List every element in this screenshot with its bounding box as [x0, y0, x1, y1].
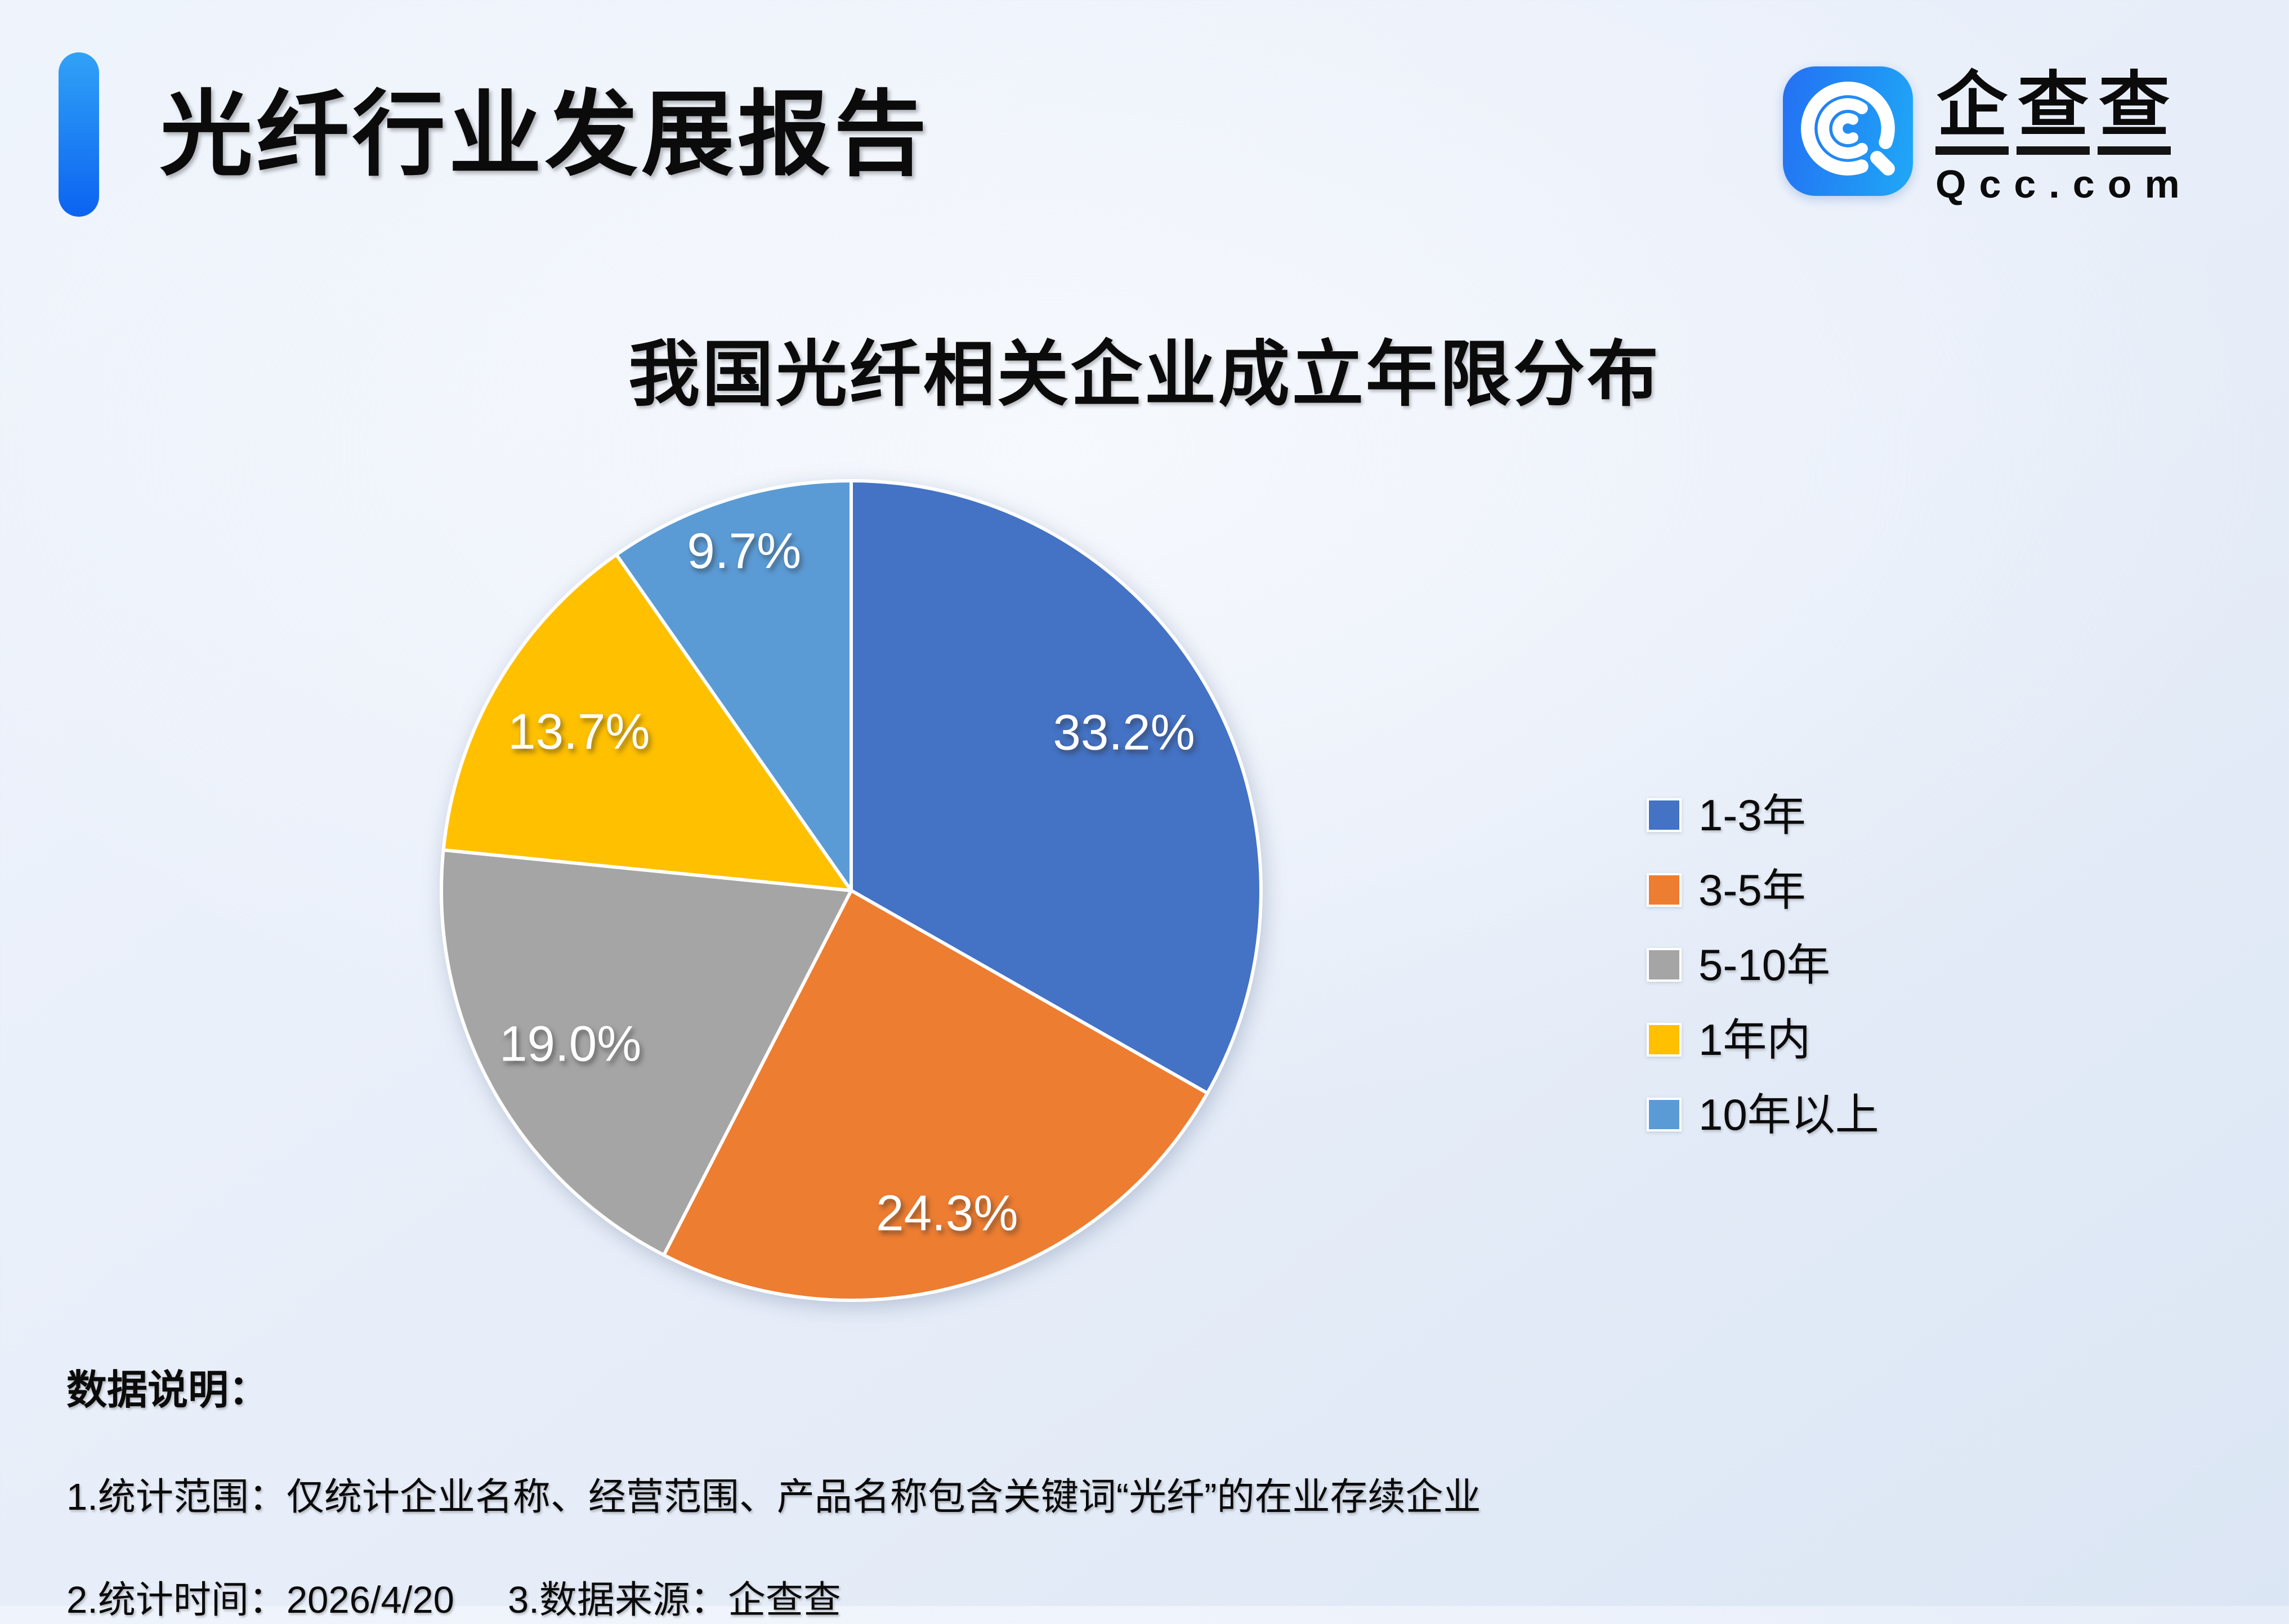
legend-swatch: [1647, 1097, 1682, 1131]
legend-label: 10年以上: [1698, 1089, 1879, 1139]
qcc-magnifier-icon: [1783, 66, 1913, 196]
legend-label: 1-3年: [1698, 790, 1806, 840]
pie-value-label: 13.7%: [508, 703, 650, 759]
legend-swatch: [1647, 947, 1682, 982]
pie-chart: 33.2% 24.3% 19.0% 13.7% 9.7%: [440, 479, 1263, 1302]
footnote-heading: 数据说明：: [66, 1368, 270, 1413]
pie-slice-1年内: [441, 553, 853, 892]
chart-legend: 1-3年 3-5年 5-10年 1年内 10年以上: [1647, 777, 1879, 1152]
brand-char: 查: [2098, 66, 2171, 155]
qcc-logo-text: 企查查 Qcc.com: [1935, 66, 2193, 207]
pie-value-label: 9.7%: [687, 522, 801, 579]
page-title: 光纤行业发展报告: [160, 82, 930, 186]
pie-slice-10年以上: [614, 479, 853, 892]
pie-value-label: 24.3%: [876, 1184, 1018, 1241]
title-accent-bar: [59, 52, 99, 217]
legend-swatch: [1647, 1022, 1682, 1057]
brand-char: 企: [1935, 66, 2009, 155]
chart-title: 我国光纤相关企业成立年限分布: [628, 334, 1661, 414]
legend-swatch: [1647, 798, 1682, 832]
qcc-logo: 企查查 Qcc.com: [1783, 66, 2193, 207]
footnote-source: 3.数据来源：企查查: [507, 1579, 841, 1621]
legend-item: 3-5年: [1647, 852, 1879, 927]
footnote-scope: 1.统计范围：仅统计企业名称、经营范围、产品名称包含关键词“光纤”的在业存续企业: [66, 1476, 1481, 1518]
pie-slice-1-3年: [850, 479, 1263, 1095]
report-header: 光纤行业发展报告: [59, 52, 930, 217]
legend-item: 1年内: [1647, 1002, 1879, 1077]
legend-item: 5-10年: [1647, 927, 1879, 1002]
pie-value-label: 19.0%: [499, 1015, 641, 1072]
brand-char: 查: [2017, 66, 2090, 155]
legend-item: 1-3年: [1647, 777, 1879, 852]
footnote-time-source: 2.统计时间：2026/4/20 3.数据来源：企查查: [66, 1569, 1481, 1624]
qcc-brand-name: 企查查: [1935, 66, 2193, 155]
legend-swatch: [1647, 873, 1682, 907]
footnote-time: 2.统计时间：2026/4/20: [66, 1579, 454, 1621]
legend-item: 10年以上: [1647, 1077, 1879, 1152]
legend-label: 5-10年: [1698, 939, 1831, 990]
legend-label: 1年内: [1698, 1014, 1811, 1064]
pie-slice-5-10年: [440, 848, 853, 1257]
qcc-domain: Qcc.com: [1935, 162, 2193, 206]
pie-value-label: 33.2%: [1053, 704, 1195, 760]
footnotes: 数据说明： 1.统计范围：仅统计企业名称、经营范围、产品名称包含关键词“光纤”的…: [66, 1357, 1481, 1624]
legend-label: 3-5年: [1698, 865, 1806, 915]
